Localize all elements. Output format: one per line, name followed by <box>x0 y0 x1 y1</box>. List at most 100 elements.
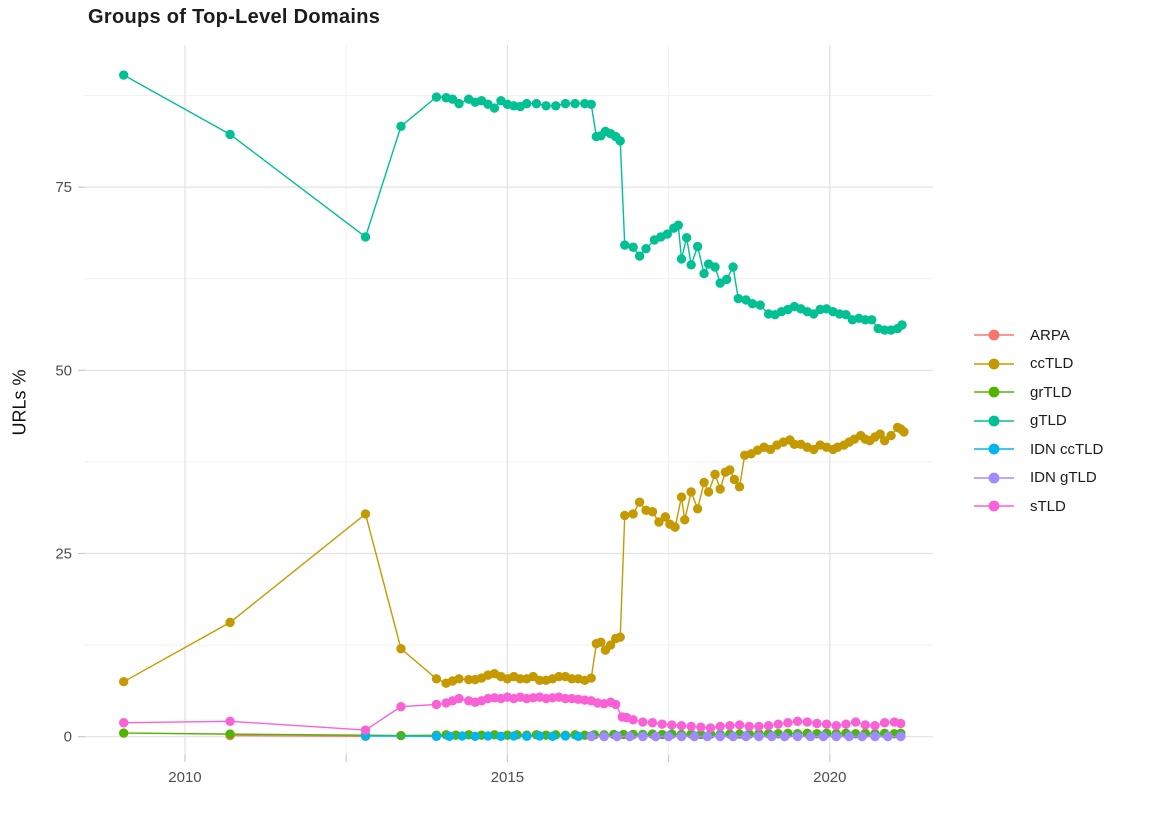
data-point <box>792 716 803 726</box>
y-tick-label: 0 <box>64 729 72 746</box>
y-tick-label: 75 <box>55 179 72 196</box>
data-point <box>431 731 442 742</box>
data-point <box>715 721 725 732</box>
data-point <box>728 262 738 272</box>
data-point <box>715 731 725 742</box>
series-cctld <box>118 422 909 688</box>
data-point <box>860 720 870 730</box>
data-point <box>431 674 442 684</box>
data-point <box>721 274 732 285</box>
data-point <box>818 731 829 742</box>
data-point <box>225 129 235 140</box>
legend-key-icon <box>974 386 1014 398</box>
data-point <box>628 509 638 519</box>
data-point <box>225 617 235 628</box>
data-point <box>702 731 712 742</box>
data-point <box>463 674 474 685</box>
data-point <box>767 731 777 742</box>
series-gtld <box>118 70 907 335</box>
data-point <box>676 731 687 742</box>
data-point <box>620 240 630 250</box>
data-point <box>515 674 525 684</box>
data-point <box>570 98 580 109</box>
data-point <box>118 70 129 80</box>
data-point <box>360 232 371 242</box>
legend-point <box>988 443 1000 455</box>
x-tick-label: 2015 <box>491 769 524 786</box>
data-point <box>654 517 664 527</box>
data-point <box>625 731 635 742</box>
data-point <box>860 315 870 325</box>
data-point <box>586 731 596 742</box>
legend-key-icon <box>974 443 1014 455</box>
data-point <box>560 731 571 741</box>
data-point <box>599 731 609 742</box>
data-point <box>676 492 687 502</box>
data-point <box>541 101 551 111</box>
data-point <box>783 718 793 728</box>
data-point <box>841 309 851 320</box>
data-point <box>773 719 783 729</box>
data-point <box>831 720 841 731</box>
data-point <box>118 728 129 738</box>
data-point <box>831 731 841 742</box>
data-point <box>522 731 532 742</box>
legend-label-stld: sTLD <box>1030 497 1066 515</box>
series-idn-gtld <box>586 731 906 742</box>
data-point <box>680 515 690 525</box>
data-point <box>551 101 561 111</box>
data-point <box>763 720 774 731</box>
legend-key-icon <box>974 329 1014 341</box>
data-point <box>225 716 235 726</box>
series-arpa <box>225 730 371 742</box>
data-point <box>560 693 571 704</box>
data-point <box>867 315 877 325</box>
data-point <box>870 720 880 731</box>
data-point <box>638 717 648 727</box>
legend-label-arpa: ARPA <box>1030 326 1070 344</box>
data-point <box>896 718 906 729</box>
data-point <box>741 731 751 742</box>
data-point <box>699 268 709 279</box>
series-line <box>230 734 366 738</box>
data-point <box>647 718 658 728</box>
data-point <box>703 487 714 497</box>
data-point <box>663 731 674 742</box>
data-point <box>673 220 683 230</box>
data-point <box>444 731 455 742</box>
data-point <box>844 731 854 742</box>
data-point <box>879 718 890 728</box>
data-point <box>612 731 622 742</box>
data-point <box>733 293 743 304</box>
data-point <box>850 717 861 727</box>
data-point <box>754 731 764 742</box>
data-point <box>118 718 129 728</box>
legend-key-icon <box>974 415 1014 427</box>
data-point <box>747 298 758 309</box>
data-point <box>489 103 500 113</box>
data-point <box>496 731 506 742</box>
legend-label-grtld: grTLD <box>1030 383 1072 401</box>
data-point <box>805 731 816 742</box>
data-point <box>634 251 645 261</box>
data-point <box>755 300 765 310</box>
data-point <box>573 731 584 742</box>
x-tick-label: 2020 <box>813 769 846 786</box>
legend-item-idn-cctld: IDN ccTLD <box>972 435 1103 464</box>
legend-item-grtld: grTLD <box>972 378 1103 407</box>
data-point <box>628 242 638 252</box>
data-point <box>710 469 720 480</box>
data-point <box>857 731 867 742</box>
data-point <box>812 718 822 729</box>
data-point <box>628 715 638 725</box>
data-point <box>686 487 696 497</box>
legend-point <box>988 415 1000 427</box>
data-point <box>870 731 880 742</box>
data-point <box>715 484 725 494</box>
data-point <box>396 701 406 712</box>
legend-point <box>988 386 1000 398</box>
data-point <box>789 439 800 450</box>
data-point <box>883 731 893 742</box>
